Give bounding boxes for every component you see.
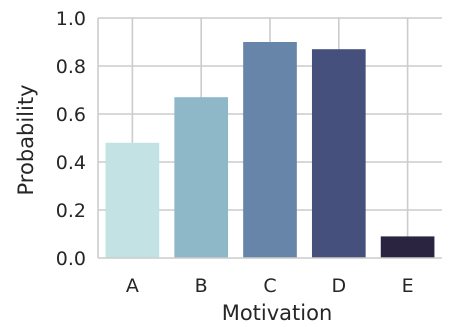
x-tick-label: A — [126, 275, 139, 297]
x-axis-label: Motivation — [222, 301, 333, 325]
bar-a — [105, 142, 160, 258]
y-tick-label: 0.6 — [56, 104, 86, 126]
y-tick-label: 0.4 — [56, 152, 86, 174]
x-tick-label: B — [195, 275, 208, 297]
ticks-layer: 0.0 0.2 0.4 0.6 0.8 1.0 A B C D E — [56, 8, 414, 297]
y-tick-label: 0.8 — [56, 56, 86, 78]
bar-e — [380, 236, 435, 258]
bars-layer — [105, 42, 435, 259]
x-tick-label: C — [263, 275, 276, 297]
x-tick-label: D — [331, 275, 346, 297]
axes-layer — [97, 18, 442, 259]
bar-b — [174, 97, 229, 258]
y-tick-label: 1.0 — [56, 8, 86, 30]
y-tick-label: 0.2 — [56, 200, 86, 222]
x-tick-label: E — [402, 275, 414, 297]
y-tick-label: 0.0 — [56, 248, 86, 270]
y-axis-label: Probability — [14, 84, 38, 195]
bar-c — [243, 42, 297, 258]
bar-d — [311, 49, 366, 259]
